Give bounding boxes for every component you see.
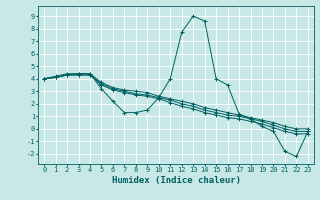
X-axis label: Humidex (Indice chaleur): Humidex (Indice chaleur) [111, 176, 241, 185]
